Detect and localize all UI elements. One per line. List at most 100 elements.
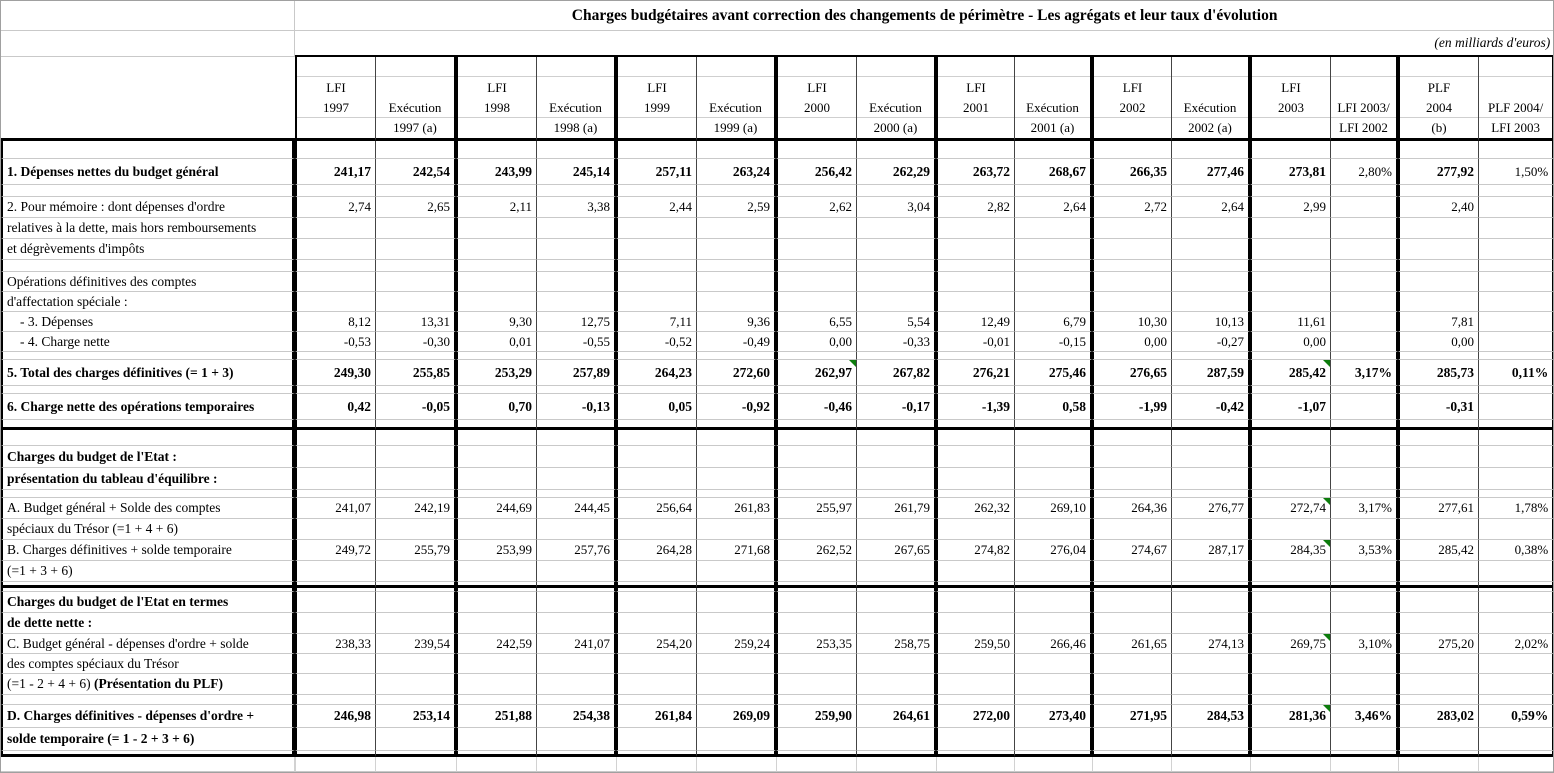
column-header-line: Exécution: [1183, 100, 1237, 115]
value-cell: [1171, 561, 1250, 582]
column-header-line: [458, 118, 536, 138]
value-cell: 0,59%: [1478, 705, 1553, 728]
value-cell: [1171, 185, 1250, 197]
value-cell: [1330, 751, 1398, 757]
value-cell: [616, 490, 696, 498]
value-cell: [696, 352, 776, 360]
value-cell: [1092, 751, 1171, 757]
value-cell: [1171, 260, 1250, 272]
table-row: 2. Pour mémoire : dont dépenses d'ordre 2…: [1, 197, 1553, 218]
table-row: B. Charges définitives + solde temporair…: [1, 540, 1553, 561]
value-cell: -0,01: [936, 332, 1014, 352]
row-label: [1, 420, 295, 430]
value-cell: [1092, 613, 1171, 634]
value-cell: [1092, 468, 1171, 490]
value-cell: [295, 141, 375, 159]
value-cell-comment-flag: 269,75: [1250, 634, 1330, 654]
value-cell: [295, 272, 375, 292]
value-cell: [1092, 352, 1171, 360]
value-cell: [1171, 613, 1250, 634]
value-cell: 259,90: [776, 705, 856, 728]
value-cell: [456, 695, 536, 705]
value-cell: 251,88: [456, 705, 536, 728]
value-cell: [1398, 352, 1478, 360]
table-row: 6. Charge nette des opérations temporair…: [1, 394, 1553, 420]
value-cell: 261,65: [1092, 634, 1171, 654]
value-cell: 242,54: [375, 159, 456, 185]
value-cell: 266,35: [1092, 159, 1171, 185]
value-cell: [456, 468, 536, 490]
table-row: (=1 + 3 + 6): [1, 561, 1553, 582]
value-cell: 269,10: [1014, 498, 1092, 519]
value-cell: [1398, 519, 1478, 540]
value-cell: [1092, 272, 1171, 292]
table-row: relatives à la dette, mais hors rembours…: [1, 218, 1553, 239]
value-cell: [1250, 728, 1330, 751]
value-cell: [1478, 272, 1553, 292]
value-cell: [375, 695, 456, 705]
row-label-part: (Présentation du PLF): [93, 676, 223, 691]
value-cell: 243,99: [456, 159, 536, 185]
value-cell: [1330, 674, 1398, 695]
value-cell: [856, 613, 936, 634]
table-row: 1. Dépenses nettes du budget général 241,…: [1, 159, 1553, 185]
row-label: [1, 695, 295, 705]
value-cell: [1171, 728, 1250, 751]
value-cell: 276,21: [936, 360, 1014, 386]
value-cell: [1478, 352, 1553, 360]
value-cell: 259,50: [936, 634, 1014, 654]
value-cell: [1398, 582, 1478, 588]
value-cell: [1014, 430, 1092, 446]
value-cell: [1478, 757, 1553, 772]
value-cell: [1250, 582, 1330, 588]
row-label: d'affectation spéciale :: [1, 292, 295, 312]
value-cell: 1,50%: [1478, 159, 1553, 185]
value-cell: 257,11: [616, 159, 696, 185]
value-cell: [856, 352, 936, 360]
value-cell: 13,31: [375, 312, 456, 332]
value-cell: [1478, 751, 1553, 757]
value-cell: [375, 654, 456, 674]
value-cell: [1250, 654, 1330, 674]
column-header-line: PLF 2004/: [1487, 100, 1544, 115]
value-cell: [1014, 490, 1092, 498]
value-cell: 12,49: [936, 312, 1014, 332]
value-cell: 0,58: [1014, 394, 1092, 420]
value-cell: [1330, 272, 1398, 292]
value-cell: [456, 430, 536, 446]
value-cell: [536, 592, 616, 613]
value-cell: [1478, 695, 1553, 705]
value-cell: [456, 561, 536, 582]
value-cell: 241,07: [295, 498, 375, 519]
value-cell: [776, 588, 856, 592]
value-cell: [1330, 197, 1398, 218]
value-cell: [295, 519, 375, 540]
value-cell: [1398, 141, 1478, 159]
value-cell: [776, 386, 856, 394]
value-cell: [1092, 218, 1171, 239]
value-cell: 0,05: [616, 394, 696, 420]
value-cell: [1250, 757, 1330, 772]
column-header-line: 1999: [644, 100, 670, 115]
column-header-row: LFI 1997 Exécution 1997 (a) LFI 1998 Exécution…: [1, 57, 1553, 141]
value-cell: [295, 218, 375, 239]
value-cell: [776, 141, 856, 159]
value-cell-comment-flag: 285,42: [1250, 360, 1330, 386]
column-header-line: [297, 57, 375, 78]
value-cell: 285,73: [1398, 360, 1478, 386]
value-cell: 244,69: [456, 498, 536, 519]
value-cell: [536, 654, 616, 674]
value-cell: [1014, 352, 1092, 360]
column-header-line: PLF: [1427, 80, 1451, 95]
value-cell: [1398, 260, 1478, 272]
value-cell: [295, 592, 375, 613]
spacer-row: [1, 185, 1553, 197]
column-header-line: (b): [1431, 120, 1447, 135]
value-cell: 261,83: [696, 498, 776, 519]
value-cell: [776, 185, 856, 197]
value-cell: [1478, 218, 1553, 239]
column-header-line: [1400, 57, 1478, 78]
value-cell: [1171, 674, 1250, 695]
value-cell: [936, 695, 1014, 705]
value-cell: [776, 292, 856, 312]
